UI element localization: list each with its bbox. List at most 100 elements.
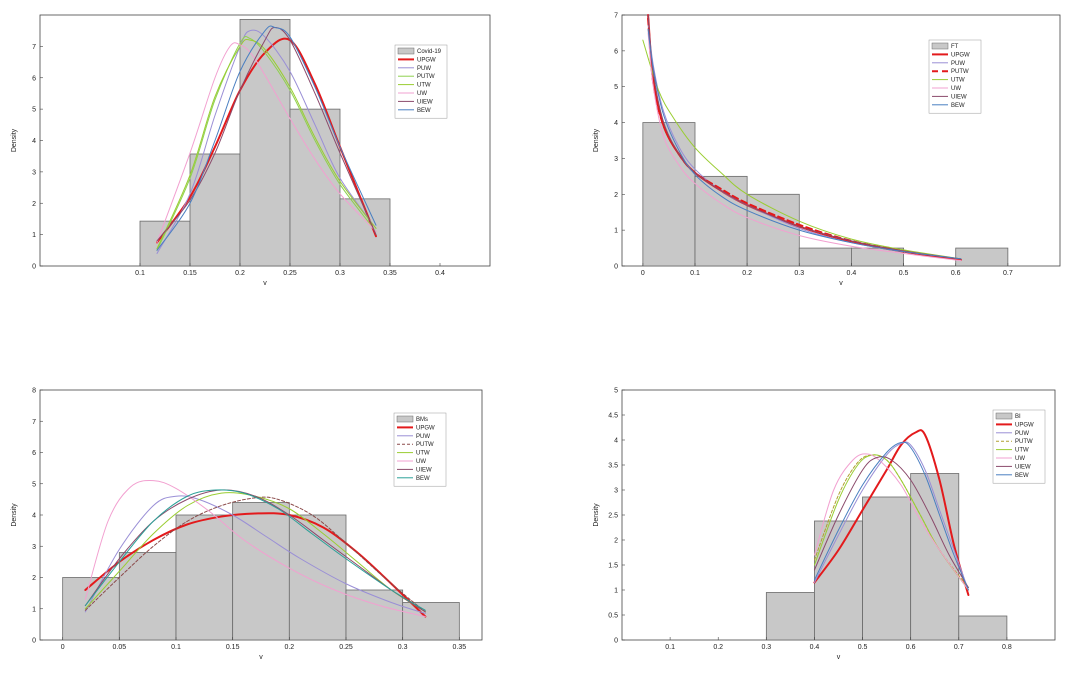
density-curve-uw xyxy=(84,480,426,618)
y-axis-label: Density xyxy=(593,503,600,527)
x-tick-label: 0.25 xyxy=(283,270,297,277)
density-curve-bew xyxy=(156,25,377,251)
legend-label: PUTW xyxy=(416,442,434,448)
legend-label: BEW xyxy=(416,476,430,482)
legend-swatch xyxy=(995,412,1013,420)
density-curve-uw xyxy=(156,42,377,243)
density-curve-bew xyxy=(84,489,426,611)
legend-label: UW xyxy=(417,91,427,97)
panel-ft: 0 0.1 0.2 0.3 0.4 0.5 0.6 0.7 0 1 2 3 4 5 6 7 v Density FT… xyxy=(593,13,1061,287)
x-tick-label: 0.1 xyxy=(171,644,181,651)
legend-label: BEW xyxy=(951,103,965,109)
legend-swatch xyxy=(396,415,414,423)
legend-label: PUW xyxy=(417,66,431,72)
legend-label: PUTW xyxy=(1015,439,1033,445)
histogram-bar xyxy=(955,247,1009,267)
density-curve-upgw xyxy=(813,429,970,596)
y-tick-label: 4 xyxy=(32,138,36,145)
legend-label: UPGW xyxy=(951,52,970,58)
legend-label: PUW xyxy=(951,61,965,67)
density-curve-puw xyxy=(84,495,426,614)
legend-label: UIEW xyxy=(1015,464,1031,470)
legend-label: UPGW xyxy=(416,425,435,431)
x-tick-label: 0.6 xyxy=(906,644,916,651)
y-tick-label: 0 xyxy=(32,638,36,645)
x-tick-label: 0.35 xyxy=(383,270,397,277)
x-tick-label: 0.6 xyxy=(951,270,961,277)
x-tick-label: 0.25 xyxy=(339,644,353,651)
x-axis-label: v xyxy=(839,280,843,287)
legend-label: Covid-19 xyxy=(417,49,442,55)
histogram-bar xyxy=(288,514,347,641)
x-tick-label: 0.05 xyxy=(113,644,127,651)
x-tick-label: 0.4 xyxy=(810,644,820,651)
y-tick-label: 4 xyxy=(614,120,618,127)
x-tick-label: 0.4 xyxy=(847,270,857,277)
y-tick-label: 2.5 xyxy=(608,513,618,520)
histogram-bar xyxy=(118,552,177,641)
density-curve-uiew xyxy=(156,27,377,242)
legend-label: UPGW xyxy=(1015,422,1034,428)
histogram-bar xyxy=(798,247,852,267)
legend-label: UPGW xyxy=(417,57,436,63)
y-tick-label: 3 xyxy=(614,156,618,163)
histogram-bar xyxy=(746,193,800,267)
histogram-bar xyxy=(862,496,912,641)
legend-label: BEW xyxy=(417,108,431,114)
legend-label: UIEW xyxy=(951,94,967,100)
y-tick-label: 4.5 xyxy=(608,413,618,420)
x-axis-label: v xyxy=(259,654,263,661)
y-tick-label: 6 xyxy=(32,75,36,82)
legend-label: BEW xyxy=(1015,473,1029,479)
x-tick-label: 0.15 xyxy=(183,270,197,277)
histogram-bar xyxy=(62,577,120,641)
y-tick-label: 3 xyxy=(32,544,36,551)
x-tick-label: 0.3 xyxy=(761,644,771,651)
y-tick-label: 2 xyxy=(614,192,618,199)
density-curve-uw xyxy=(813,453,969,591)
x-tick-label: 0.4 xyxy=(435,270,445,277)
x-tick-label: 0.2 xyxy=(235,270,245,277)
y-tick-label: 8 xyxy=(32,388,36,395)
legend-box xyxy=(393,412,447,487)
x-tick-label: 0.8 xyxy=(1002,644,1012,651)
x-tick-label: 0 xyxy=(61,644,65,651)
density-curve-uiew xyxy=(647,14,962,260)
legend-label: PUTW xyxy=(951,69,969,75)
y-tick-label: 1.5 xyxy=(608,563,618,570)
panel-bi: 0.1 0.2 0.3 0.4 0.5 0.6 0.7 0.8 0 0.5 1 1.5 2 2.5 3 3.5… xyxy=(593,388,1056,661)
density-curve-utw xyxy=(813,454,969,591)
y-tick-label: 3 xyxy=(614,488,618,495)
x-tick-label: 0.1 xyxy=(135,270,145,277)
density-curve-uw xyxy=(647,32,962,262)
y-tick-label: 2 xyxy=(32,575,36,582)
x-tick-label: 0.3 xyxy=(335,270,345,277)
legend-label: UW xyxy=(416,459,426,465)
x-tick-label: 0.3 xyxy=(398,644,408,651)
y-tick-label: 5 xyxy=(614,388,618,395)
y-tick-label: 5 xyxy=(614,84,618,91)
histogram-bar xyxy=(189,153,241,267)
y-tick-label: 7 xyxy=(32,419,36,426)
y-tick-label: 1 xyxy=(614,228,618,235)
legend-label: PUW xyxy=(416,434,430,440)
legend-label: UTW xyxy=(417,83,431,89)
legend-label: PUTW xyxy=(417,74,435,80)
y-tick-label: 0 xyxy=(32,264,36,271)
legend-swatch xyxy=(397,47,415,55)
x-axis-label: v xyxy=(837,654,841,661)
x-tick-label: 0.2 xyxy=(713,644,723,651)
legend-label: BI xyxy=(1015,414,1021,420)
legend-label: UTW xyxy=(951,78,965,84)
x-tick-label: 0.3 xyxy=(794,270,804,277)
density-curve-puw xyxy=(813,441,969,591)
density-curve-putw xyxy=(84,496,426,613)
histogram-bar xyxy=(289,108,341,267)
x-tick-label: 0.5 xyxy=(858,644,868,651)
y-tick-label: 2 xyxy=(614,538,618,545)
density-curve-bew xyxy=(813,441,969,591)
y-tick-label: 7 xyxy=(32,44,36,51)
y-tick-label: 1 xyxy=(614,588,618,595)
density-curve-uiew xyxy=(813,456,969,588)
